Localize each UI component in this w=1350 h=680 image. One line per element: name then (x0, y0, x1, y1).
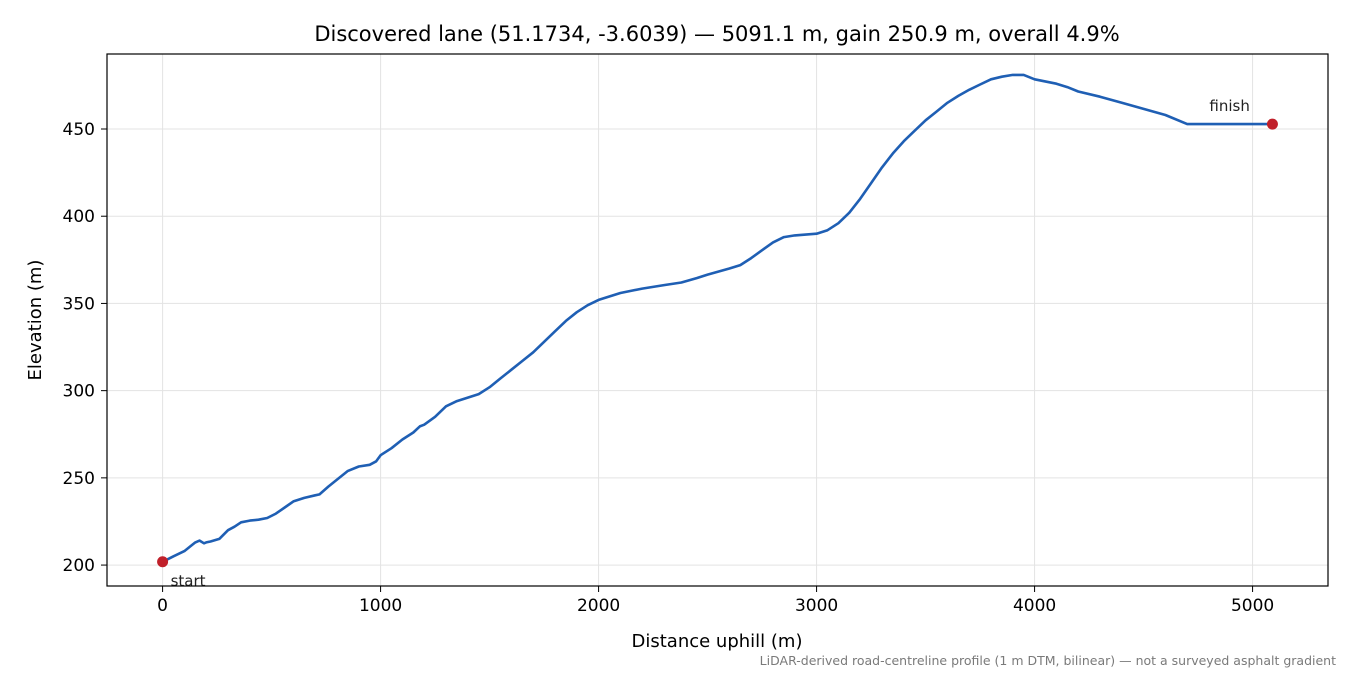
finish-label: finish (1209, 97, 1249, 115)
finish-marker (1266, 118, 1278, 130)
x-tick-label: 2000 (577, 596, 620, 616)
points-layer: start finish (157, 97, 1278, 590)
y-tick-label: 250 (63, 469, 95, 489)
tick-layer: 0 1000 2000 3000 4000 5000 200 250 300 350 400 450 (63, 120, 1275, 616)
start-label: start (171, 572, 206, 590)
y-tick-label: 200 (63, 556, 95, 576)
y-tick-label: 450 (63, 120, 95, 140)
grid-layer (107, 54, 1328, 586)
x-tick-label: 4000 (1013, 596, 1056, 616)
y-axis-label: Elevation (m) (25, 260, 46, 381)
x-tick-label: 1000 (359, 596, 402, 616)
x-tick-label: 5000 (1231, 596, 1274, 616)
elevation-profile-line (161, 73, 1274, 564)
x-tick-label: 0 (157, 596, 168, 616)
x-axis-label: Distance uphill (m) (632, 631, 803, 652)
y-tick-label: 400 (63, 207, 95, 227)
start-marker (157, 556, 169, 568)
y-tick-label: 350 (63, 294, 95, 314)
x-tick-label: 3000 (795, 596, 838, 616)
footnote: LiDAR-derived road-centreline profile (1… (760, 653, 1336, 668)
series-layer (161, 73, 1274, 564)
plot-frame (106, 53, 1329, 587)
y-tick-label: 300 (63, 382, 95, 402)
chart-title: Discovered lane (51.1734, -3.6039) — 509… (314, 22, 1119, 46)
